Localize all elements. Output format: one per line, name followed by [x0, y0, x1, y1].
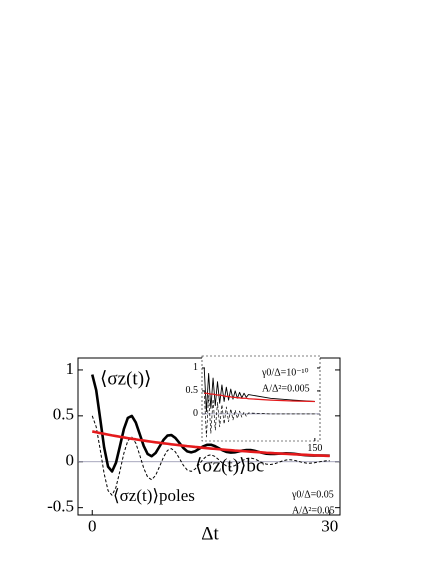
- annotation: γ0/Δ=0.05: [291, 489, 334, 500]
- series-label: ⟨σz(t)⟩poles: [113, 486, 195, 505]
- series-label: ⟨σz(t)⟩: [100, 368, 151, 389]
- x-tick-label: 150: [307, 443, 322, 454]
- inset-chart: 1 0.5 0 150 γ0/Δ=10⁻¹⁰ A/Δ²=0.005: [186, 355, 322, 454]
- annotation: γ0/Δ=10⁻¹⁰: [261, 367, 309, 378]
- annotation: A/Δ²=0.05: [292, 505, 335, 516]
- series-line: [91, 415, 330, 496]
- y-tick-label: 1: [66, 359, 75, 378]
- y-tick-label: -0.5: [47, 497, 74, 516]
- plot-frame: [201, 355, 321, 442]
- y-tick-label: 1: [193, 362, 198, 373]
- y-tick-label: 0: [66, 451, 75, 470]
- x-axis-label: Δt: [201, 523, 219, 544]
- y-tick-label: 0.5: [186, 385, 199, 396]
- y-tick-label: 0.5: [53, 405, 74, 424]
- y-tick-label: 0: [193, 408, 198, 419]
- series-line: [203, 390, 315, 438]
- series-label: ⟨σz(t)⟩bc: [195, 455, 264, 476]
- x-tick-label: 0: [88, 517, 97, 536]
- annotation: A/Δ²=0.005: [262, 383, 310, 394]
- series-line: [91, 430, 330, 458]
- series-line: [204, 392, 315, 403]
- x-tick-label: 30: [321, 517, 338, 536]
- series-line: [203, 367, 315, 413]
